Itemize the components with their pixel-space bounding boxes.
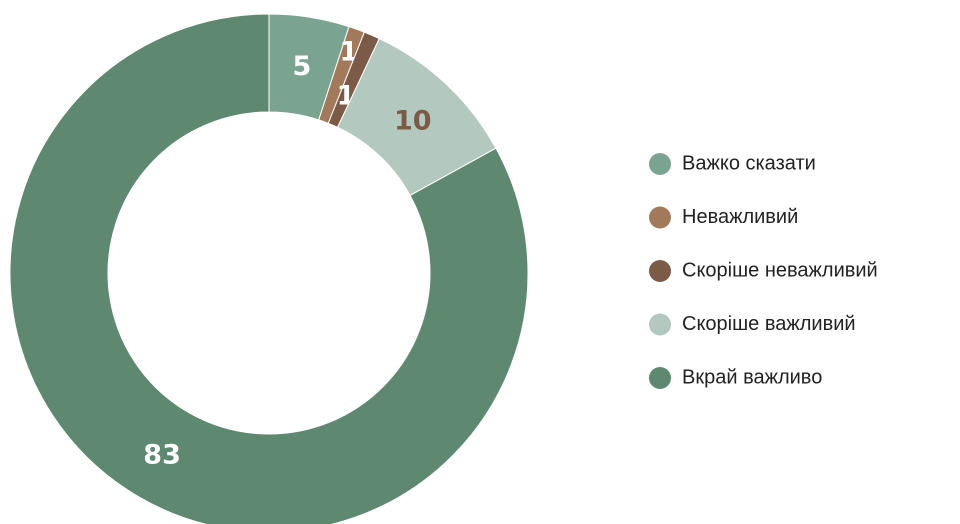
- legend-marker: [649, 367, 671, 389]
- data-label: 83: [143, 439, 181, 470]
- legend-marker: [649, 313, 671, 336]
- legend-label: Важко сказати: [682, 152, 816, 174]
- legend-marker: [649, 260, 671, 282]
- legend-marker: [649, 153, 671, 175]
- legend-label: Вкрай важливо: [682, 366, 822, 388]
- legend-label: Скоріше неважливий: [682, 259, 878, 281]
- legend-marker: [649, 206, 671, 229]
- donut-slice: [9, 13, 529, 524]
- legend-label: Скоріше важливий: [682, 313, 856, 335]
- data-label: 5: [292, 51, 311, 82]
- data-label: 10: [394, 105, 432, 136]
- legend-label: Неважливий: [682, 206, 798, 228]
